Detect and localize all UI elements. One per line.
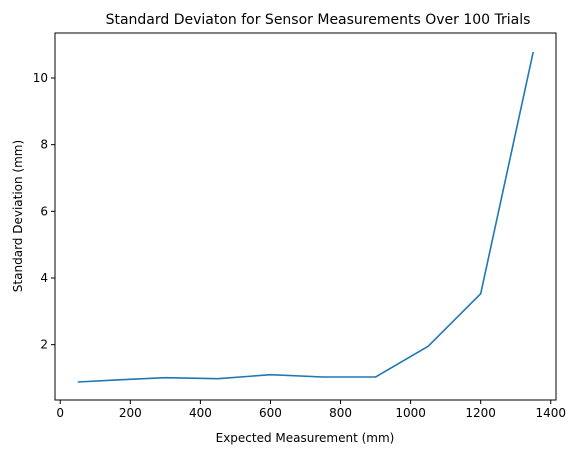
plot-area [54,32,557,401]
x-tick-label: 400 [189,406,212,420]
x-tick-label: 1400 [535,406,566,420]
x-axis-label: Expected Measurement (mm) [216,431,395,445]
y-tick-label: 4 [40,271,48,285]
y-tick-label: 6 [40,204,48,218]
x-tick-label: 200 [119,406,142,420]
x-tick-label: 600 [259,406,282,420]
x-tick-label: 1200 [465,406,496,420]
x-tick-label: 800 [329,406,352,420]
y-tick-label: 10 [33,71,48,85]
x-tick-label: 1000 [395,406,426,420]
x-tick-label: 0 [56,406,64,420]
y-tick-label: 8 [40,138,48,152]
series-line [77,51,534,383]
y-tick-label: 2 [40,338,48,352]
x-axis-ticks: 0 200 400 600 800 1000 1200 1400 [56,400,566,420]
axes-frame [54,32,557,401]
y-axis-ticks: 2 4 6 8 10 [33,71,55,352]
series-layer [77,51,534,383]
y-axis-label: Standard Deviation (mm) [11,140,25,292]
chart-title: Standard Deviaton for Sensor Measurement… [106,12,531,28]
